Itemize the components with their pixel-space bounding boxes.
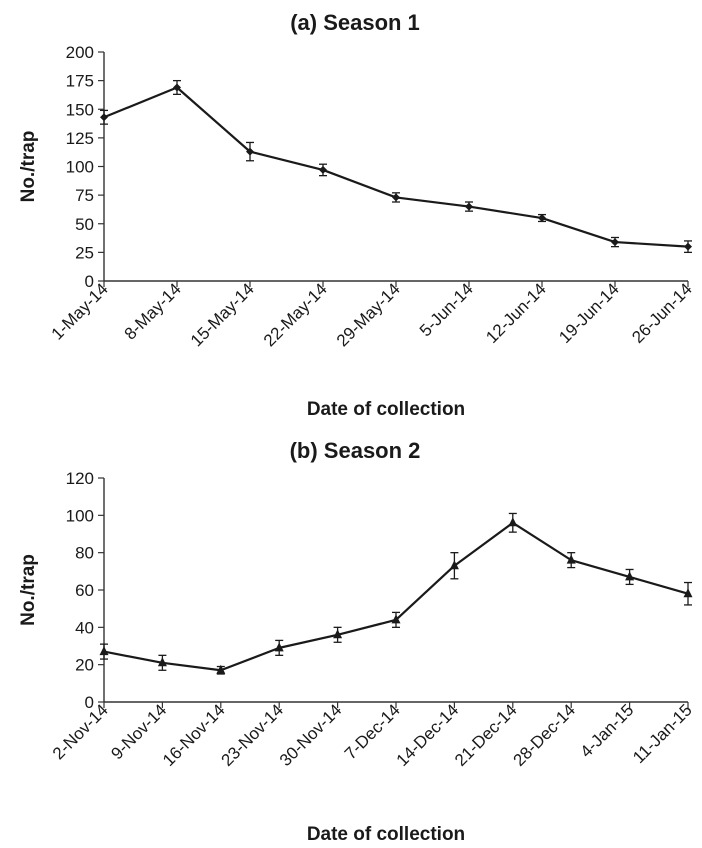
data-point	[216, 664, 226, 674]
x-axis-title: Date of collection	[307, 824, 465, 843]
y-axis-title: No./trap	[18, 131, 39, 203]
x-tick-label: 30-Nov-14	[276, 700, 346, 770]
y-tick-label: 50	[75, 215, 94, 234]
chart-title: (a) Season 1	[290, 10, 420, 35]
data-point	[449, 560, 459, 570]
y-tick-label: 200	[66, 43, 94, 62]
data-point	[683, 588, 693, 598]
y-tick-label: 120	[66, 469, 94, 488]
x-tick-label: 26-Jun-14	[628, 279, 696, 347]
x-tick-label: 4-Jan-15	[577, 700, 638, 761]
y-tick-label: 125	[66, 129, 94, 148]
data-point	[611, 238, 619, 247]
data-point	[538, 214, 546, 223]
y-tick-label: 75	[75, 186, 94, 205]
data-point	[157, 657, 167, 667]
y-tick-label: 80	[75, 544, 94, 563]
data-point	[625, 571, 635, 581]
y-tick-label: 40	[75, 618, 94, 637]
data-point	[333, 629, 343, 639]
chart-panel-1: (a) Season 1 0 25 50 75 100 125 150 175 200 No./tr…	[18, 10, 696, 420]
data-point	[173, 83, 181, 92]
y-tick-label: 0	[85, 693, 94, 712]
x-tick-label: 15-May-14	[187, 279, 258, 350]
x-tick-label: 21-Dec-14	[451, 700, 521, 770]
data-point	[274, 642, 284, 652]
data-point	[508, 517, 518, 527]
data-point	[566, 554, 576, 564]
data-point	[100, 113, 108, 122]
y-tick-label: 0	[85, 272, 94, 291]
x-tick-label: 2-Nov-14	[49, 700, 112, 763]
data-point	[684, 242, 692, 251]
x-tick-label: 28-Dec-14	[509, 700, 579, 770]
y-tick-label: 175	[66, 72, 94, 91]
x-tick-label: 14-Dec-14	[393, 700, 463, 770]
x-tick-label: 8-May-14	[121, 279, 185, 343]
x-tick-label: 16-Nov-14	[159, 700, 229, 770]
data-point	[465, 202, 473, 211]
y-tick-label: 100	[66, 506, 94, 525]
data-point	[392, 193, 400, 202]
y-tick-label: 60	[75, 581, 94, 600]
y-tick-label: 20	[75, 656, 94, 675]
data-point	[391, 614, 401, 624]
data-point	[246, 147, 254, 156]
x-tick-label: 5-Jun-14	[416, 279, 477, 340]
x-tick-label: 11-Jan-15	[629, 700, 696, 767]
series-line	[103, 86, 689, 248]
y-tick-label: 25	[75, 243, 94, 262]
x-tick-label: 19-Jun-14	[555, 279, 623, 347]
data-point	[99, 646, 109, 656]
x-tick-label: 1-May-14	[48, 279, 112, 343]
y-tick-label: 150	[66, 100, 94, 119]
x-tick-label: 12-Jun-14	[482, 279, 550, 347]
x-tick-label: 29-May-14	[333, 279, 404, 350]
data-point	[319, 165, 327, 174]
y-tick-label: 100	[66, 158, 94, 177]
series-line	[103, 521, 689, 672]
x-axis-title: Date of collection	[307, 399, 465, 420]
x-tick-label: 23-Nov-14	[217, 700, 287, 770]
chart-panel-2: (b) Season 2 0 20 40 60 80 100 120 No./trap 2-Nov…	[18, 438, 696, 845]
x-tick-label: 22-May-14	[260, 279, 331, 350]
chart-title: (b) Season 2	[290, 438, 421, 463]
y-axis-title: No./trap	[18, 554, 39, 626]
